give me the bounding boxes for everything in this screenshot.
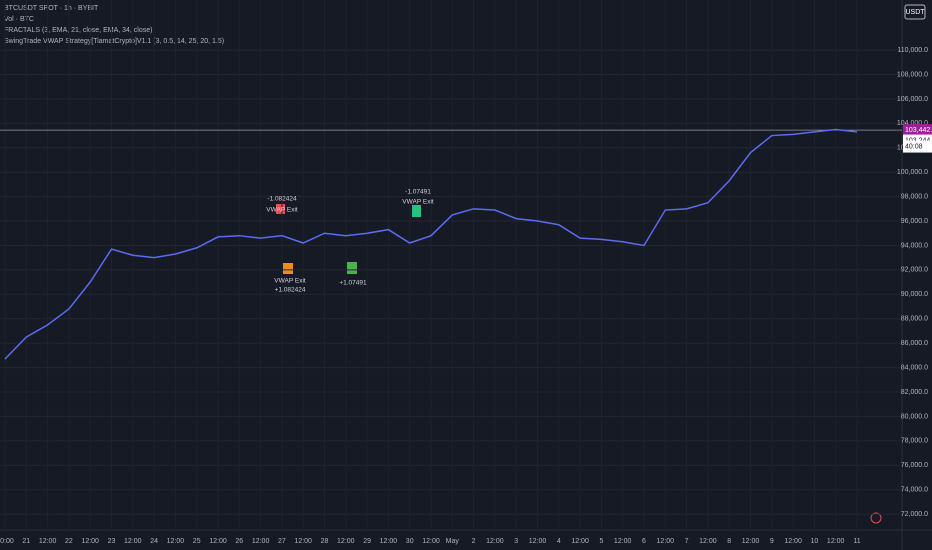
x-tick-label: 12:00 xyxy=(252,538,270,545)
y-tick-label: 76,000.0 xyxy=(901,462,928,469)
header-line: Vol · BTC xyxy=(4,16,34,23)
x-tick-label: 12:00 xyxy=(124,538,142,545)
annotation: +1.082424 xyxy=(275,287,306,294)
x-tick-label: 8 xyxy=(727,538,731,545)
x-tick-label: 20:00 xyxy=(0,538,14,545)
y-tick-label: 100,000.0 xyxy=(897,169,928,176)
countdown: 40:08 xyxy=(905,143,923,150)
x-tick-label: May xyxy=(446,538,460,545)
y-tick-label: 80,000.0 xyxy=(901,413,928,420)
annotation: VWAP Exit xyxy=(274,278,306,285)
price-line xyxy=(4,128,858,360)
y-tick-label: 84,000.0 xyxy=(901,364,928,371)
exit-marker xyxy=(412,205,421,217)
annotation: -1.07491 xyxy=(405,189,431,196)
annotation: +1.07491 xyxy=(339,280,367,287)
x-tick-label: 23 xyxy=(108,538,116,545)
currency-box[interactable] xyxy=(904,4,926,20)
x-tick-label: 4 xyxy=(557,538,561,545)
x-tick-label: 12:00 xyxy=(422,538,440,545)
x-tick-label: 3 xyxy=(514,538,518,545)
x-tick-label: 28 xyxy=(321,538,329,545)
x-tick-label: 25 xyxy=(193,538,201,545)
y-tick-label: 94,000.0 xyxy=(901,242,928,249)
x-tick-label: 5 xyxy=(599,538,603,545)
x-tick-label: 12:00 xyxy=(614,538,632,545)
x-tick-label: 27 xyxy=(278,538,286,545)
x-tick-label: 12:00 xyxy=(827,538,845,545)
x-tick-label: 12:00 xyxy=(380,538,398,545)
y-tick-label: 104,000.0 xyxy=(897,120,928,127)
x-tick-label: 6 xyxy=(642,538,646,545)
y-tick-label: 108,000.0 xyxy=(897,71,928,78)
x-tick-label: 12:00 xyxy=(294,538,312,545)
x-tick-label: 12:00 xyxy=(529,538,547,545)
y-tick-label: 92,000.0 xyxy=(901,267,928,274)
x-tick-label: 24 xyxy=(150,538,158,545)
x-tick-label: 11 xyxy=(853,538,860,545)
exit-marker xyxy=(283,263,293,274)
price-tag: 103,442.6 xyxy=(905,127,932,134)
x-tick-label: 12:00 xyxy=(784,538,802,545)
long-marker xyxy=(347,262,357,274)
header-line: FRACTALS (3, EMA, 21, close, EMA, 34, cl… xyxy=(4,27,152,34)
x-tick-label: 30 xyxy=(406,538,414,545)
y-tick-label: 96,000.0 xyxy=(901,218,928,225)
annotation: VWAP Exit xyxy=(266,207,298,214)
y-tick-label: 110,000.0 xyxy=(897,47,928,54)
y-tick-label: 106,000.0 xyxy=(897,96,928,103)
y-tick-label: 86,000.0 xyxy=(901,340,928,347)
price-tag-box xyxy=(903,124,932,137)
x-tick-label: 12:00 xyxy=(167,538,185,545)
y-tick-label: 72,000.0 xyxy=(901,511,928,518)
x-tick-label: 22 xyxy=(65,538,73,545)
annotation: VWAP Exit xyxy=(402,199,434,206)
x-tick-label: 21 xyxy=(22,538,30,545)
alert-icon[interactable] xyxy=(870,512,882,524)
x-tick-label: 12:00 xyxy=(39,538,57,545)
x-tick-label: 7 xyxy=(685,538,689,545)
countdown-box xyxy=(903,140,932,153)
x-tick-label: 9 xyxy=(770,538,774,545)
x-tick-label: 12:00 xyxy=(81,538,99,545)
y-tick-label: 88,000.0 xyxy=(901,316,928,323)
y-tick-label: 74,000.0 xyxy=(901,487,928,494)
x-tick-label: 12:00 xyxy=(337,538,355,545)
x-tick-label: 2 xyxy=(472,538,476,545)
header-line: BTCUSDT SPOT · 1h · BYBIT xyxy=(4,5,99,12)
x-tick-label: 12:00 xyxy=(657,538,675,545)
x-tick-label: 12:00 xyxy=(571,538,589,545)
y-tick-label: 90,000.0 xyxy=(901,291,928,298)
x-tick-label: 26 xyxy=(235,538,243,545)
y-tick-label: 78,000.0 xyxy=(901,438,928,445)
y-tick-label: 82,000.0 xyxy=(901,389,928,396)
x-tick-label: 10 xyxy=(811,538,819,545)
annotation: -1.082424 xyxy=(267,196,297,203)
x-tick-label: 12:00 xyxy=(209,538,227,545)
header-line: SwingTrade VWAP Strategy[TiamatCrypto]V1… xyxy=(4,38,224,45)
short-marker xyxy=(276,204,285,214)
currency: USDT xyxy=(905,9,925,16)
x-tick-label: 12:00 xyxy=(486,538,504,545)
x-tick-label: 29 xyxy=(363,538,371,545)
x-tick-label: 12:00 xyxy=(699,538,717,545)
x-tick-label: 12:00 xyxy=(742,538,760,545)
y-tick-label: 98,000.0 xyxy=(901,193,928,200)
